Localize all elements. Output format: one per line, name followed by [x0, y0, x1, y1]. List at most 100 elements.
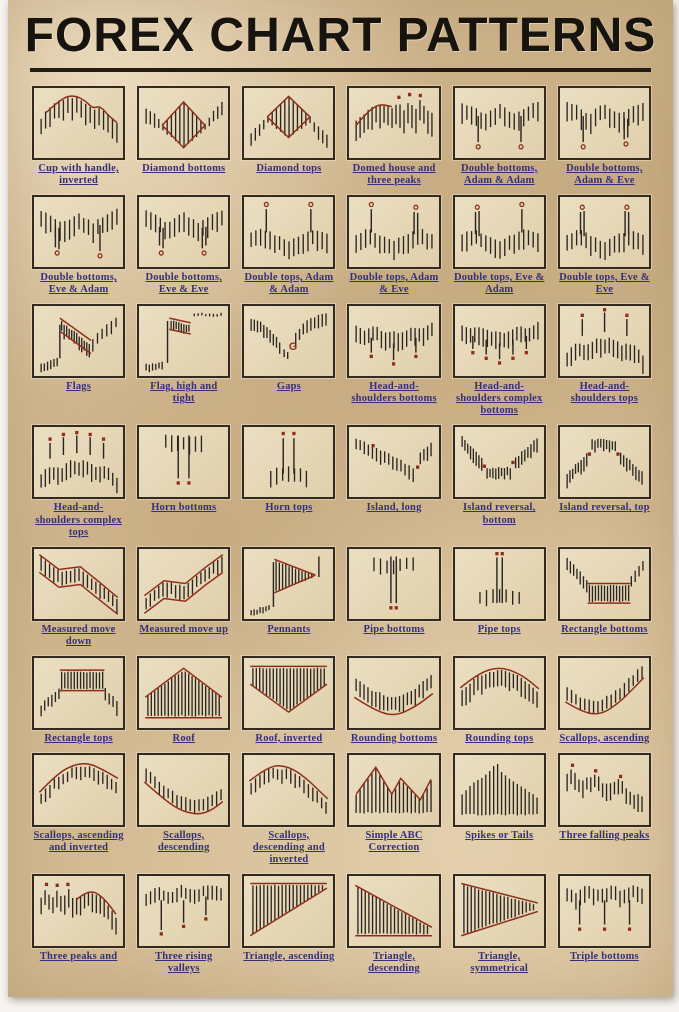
pattern-box-domed-house-and-three-peaks [347, 86, 441, 160]
island-reversal-bottom-chart [461, 436, 538, 481]
pattern-cell-double-bottoms-eve-adam: Double bottoms, Eve & Adam [32, 195, 126, 296]
pattern-label: Double tops, Eve & Adam [453, 272, 545, 296]
pattern-label: Measured move down [41, 623, 116, 647]
pipe-bottoms-chart [373, 556, 415, 610]
pattern-cell-scallops-descending: Scallops, descending [137, 752, 231, 866]
pattern-box-head-and-shoulders-tops [557, 304, 651, 379]
pattern-box-spikes-or-tails [452, 752, 546, 827]
svg-text:G: G [289, 341, 297, 353]
pattern-cell-diamond-bottoms: Diamond bottoms [137, 86, 231, 187]
pattern-cell-double-bottoms-adam-eve: Double bottoms, Adam & Eve [557, 86, 651, 187]
pattern-box-double-bottoms-adam-eve [557, 86, 651, 160]
pattern-box-pipe-tops [452, 546, 546, 621]
island-reversal-top-chart [566, 439, 643, 489]
rectangle-tops-chart [40, 669, 118, 717]
pattern-label: Double bottoms, Adam & Eve [566, 163, 643, 187]
pattern-cell-head-and-shoulders-bottoms: Head-and-shoulders bottoms [347, 304, 441, 417]
pattern-cell-double-tops-eve-adam: Double tops, Eve & Adam [452, 195, 546, 296]
pattern-label: Island reversal, top [559, 502, 650, 514]
pattern-box-triple-bottoms [557, 874, 651, 948]
pattern-label: Three rising valleys [155, 951, 213, 975]
pattern-box-horn-tops [242, 425, 336, 500]
scallops-descending-chart [144, 768, 224, 815]
triangle-symmetrical-chart [460, 882, 538, 937]
title-underline [30, 68, 651, 72]
double-bottoms-adam-adam-chart [461, 102, 539, 150]
flags-chart [40, 317, 117, 373]
domed-house-and-three-peaks-chart [355, 92, 434, 141]
pattern-cell-three-rising-valleys: Three rising valleys [137, 874, 231, 975]
pattern-box-double-tops-adam-adam [242, 195, 336, 270]
rounding-bottoms-chart [354, 674, 434, 715]
rectangle-bottoms-chart [566, 557, 644, 604]
triangle-descending-chart [355, 884, 433, 937]
pattern-box-measured-move-down [32, 546, 126, 621]
pattern-box-diamond-tops [242, 86, 336, 160]
pattern-box-measured-move-up [137, 546, 231, 621]
pattern-label: Double tops, Eve & Eve [559, 272, 650, 296]
pattern-cell-head-and-shoulders-tops: Head-and-shoulders tops [557, 304, 651, 417]
horn-tops-chart [270, 432, 308, 488]
pattern-box-cup-with-handle-inverted [32, 86, 126, 160]
pattern-label: Double bottoms, Eve & Eve [145, 272, 222, 296]
pattern-box-head-and-shoulders-bottoms [347, 304, 441, 379]
pattern-box-island-reversal-bottom [452, 425, 546, 500]
gaps-chart: G [250, 313, 328, 360]
pennants-chart [250, 556, 320, 616]
pattern-label: Spikes or Tails [465, 829, 534, 841]
horn-bottoms-chart [165, 435, 203, 486]
forex-patterns-poster: FOREX CHART PATTERNS Cup with handle, in… [8, 0, 673, 997]
scallops-ascending-chart [564, 666, 645, 715]
pattern-cell-spikes-or-tails: Spikes or Tails [452, 752, 546, 866]
pattern-box-flags [32, 304, 126, 379]
pattern-label: Flag, high and tight [150, 381, 218, 405]
pattern-cell-double-tops-adam-eve: Double tops, Adam & Eve [347, 195, 441, 296]
pattern-label: Head-and-shoulders tops [570, 381, 639, 405]
pattern-box-three-rising-valleys [137, 874, 231, 948]
pattern-box-island-reversal-top [557, 425, 651, 500]
pattern-box-rounding-tops [452, 655, 546, 730]
double-tops-adam-eve-chart [355, 201, 434, 261]
double-bottoms-adam-eve-chart [566, 101, 644, 150]
double-tops-adam-adam-chart [250, 201, 328, 260]
pattern-label: Diamond tops [256, 163, 322, 174]
pattern-box-diamond-bottoms [137, 86, 231, 160]
pattern-label: Triple bottoms [570, 951, 639, 962]
pattern-label: Rounding bottoms [350, 732, 438, 744]
pattern-box-double-tops-eve-adam [452, 195, 546, 270]
double-tops-eve-eve-chart [566, 204, 644, 261]
pattern-label: Double tops, Adam & Adam [244, 272, 334, 296]
pattern-box-three-peaks-and [32, 874, 126, 948]
head-and-shoulders-tops-chart [566, 308, 644, 375]
pattern-box-rounding-bottoms [347, 655, 441, 730]
pattern-label: Double tops, Adam & Eve [349, 272, 439, 296]
pattern-box-roof-inverted [242, 655, 336, 730]
scallops-descending-inverted-chart [249, 764, 329, 814]
pattern-box-double-tops-adam-eve [347, 195, 441, 270]
simple-abc-correction-chart [355, 765, 433, 814]
pattern-label: Three falling peaks [559, 829, 650, 841]
pattern-cell-roof: Roof [137, 655, 231, 745]
pattern-label: Roof [172, 732, 195, 744]
pattern-label: Rectangle tops [44, 732, 113, 744]
pattern-box-gaps: G [242, 304, 336, 379]
pattern-box-flag-high-and-tight [137, 304, 231, 379]
pattern-label: Triangle, ascending [243, 951, 335, 962]
pattern-box-scallops-descending-inverted [242, 752, 336, 827]
pattern-box-simple-abc-correction [347, 752, 441, 827]
pattern-label: Horn tops [265, 502, 313, 514]
roof-inverted-chart [250, 665, 328, 713]
pattern-label: Island reversal, bottom [463, 502, 536, 526]
diamond-tops-chart [250, 95, 328, 148]
pattern-label: Pipe bottoms [363, 623, 425, 635]
pattern-cell-simple-abc-correction: Simple ABC Correction [347, 752, 441, 866]
pattern-cell-head-and-shoulders-complex-bottoms: Head-and-shoulders complex bottoms [452, 304, 546, 417]
pattern-cell-domed-house-and-three-peaks: Domed house and three peaks [347, 86, 441, 187]
pattern-box-triangle-descending [347, 874, 441, 948]
head-and-shoulders-bottoms-chart [355, 322, 434, 366]
pattern-cell-measured-move-down: Measured move down [32, 546, 126, 648]
pattern-label: Pipe tops [477, 623, 521, 635]
pattern-box-scallops-descending [137, 752, 231, 827]
pattern-cell-flag-high-and-tight: Flag, high and tight [137, 304, 231, 417]
pattern-box-head-and-shoulders-complex-bottoms [452, 304, 546, 379]
